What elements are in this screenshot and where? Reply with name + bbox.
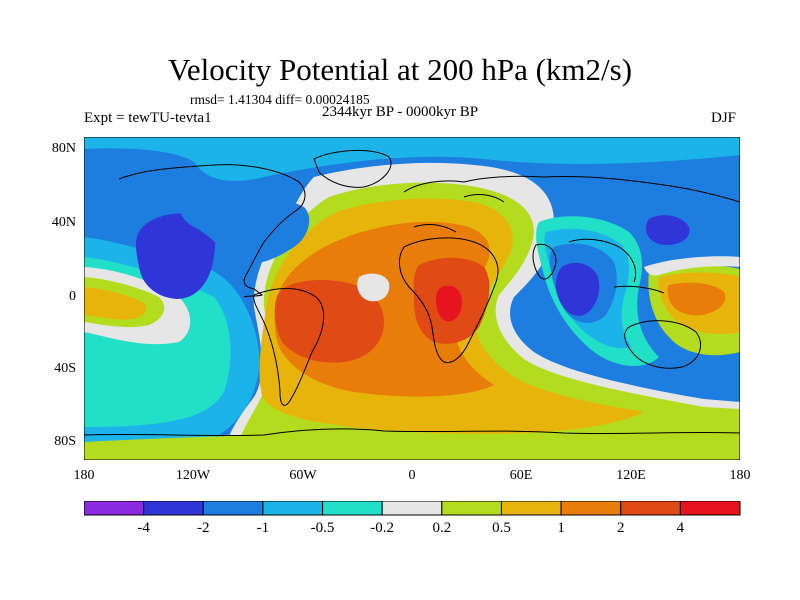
colorbar-label-3: -0.5: [310, 520, 335, 536]
colorbar-swatch-3: [262, 501, 324, 516]
field-band-plus2: [274, 280, 384, 363]
colorbar-label-7: 1: [557, 520, 565, 536]
lat-label-80s: 80S: [54, 434, 76, 449]
lat-label-40s: 40S: [54, 361, 76, 376]
coastlines: [84, 149, 740, 437]
colorbar-label-5: 0.2: [432, 520, 452, 536]
colorbar-swatch-8: [560, 501, 622, 516]
season-label: DJF: [711, 110, 737, 126]
field-band-north-minus05: [84, 137, 740, 182]
colorbar: [84, 501, 741, 516]
lon-label-60w: 60W: [289, 468, 317, 483]
lat-label-80n: 80N: [51, 141, 76, 156]
colorbar-swatch-1: [143, 501, 204, 516]
lon-label-0: 0: [408, 468, 416, 483]
coastline-antarctica: [84, 428, 740, 437]
field-band-south-plus02: [84, 427, 740, 460]
period-label: 2344kyr BP - 0000kyr BP: [322, 104, 479, 120]
colorbar-swatch-10: [679, 501, 741, 516]
lat-label-40n: 40N: [51, 215, 76, 230]
coastline-southeast-asia: [568, 238, 665, 294]
colorbar-label-8: 2: [616, 520, 625, 536]
coastline-north-america: [118, 164, 306, 298]
coastline-africa: [398, 237, 499, 364]
lon-label-120e: 120E: [616, 468, 646, 483]
colorbar-label-0: -4: [137, 520, 150, 536]
chart-title: Velocity Potential at 200 hPa (km2/s): [167, 52, 633, 87]
field-band-plus4-africa: [436, 285, 462, 322]
colorbar-swatch-4: [322, 501, 383, 516]
colorbar-swatch-9: [620, 501, 681, 516]
field-band-neutral-blob: [357, 273, 390, 302]
coastline-south-america: [253, 288, 325, 406]
coastline-australia: [624, 320, 701, 369]
lon-label-120w: 120W: [175, 468, 211, 483]
field-band-minus2-npac: [135, 213, 216, 299]
field-band-plus1-nguinea: [667, 282, 726, 316]
colorbar-swatch-5: [381, 501, 443, 516]
colorbar-swatch-0: [84, 501, 145, 516]
coastline-india: [532, 243, 557, 280]
coastline-europe-asia: [403, 175, 740, 233]
colorbar-label-4: -0.2: [370, 520, 395, 536]
lat-label-0: 0: [69, 289, 76, 304]
field-band-neutral-nguinea: [644, 256, 740, 276]
lon-label-60e: 60E: [509, 468, 533, 483]
field-band-minus2-indopac: [555, 262, 600, 316]
colorbar-swatch-7: [500, 501, 562, 516]
colorbar-swatch-6: [441, 501, 502, 516]
colorbar-label-9: 4: [676, 520, 685, 536]
colorbar-swatch-2: [202, 501, 264, 516]
velocity-potential-map: [84, 137, 740, 460]
coastline-greenland: [313, 149, 392, 188]
lon-label-180w: 180: [73, 468, 95, 483]
field-band-minus1-epac: [179, 191, 310, 264]
colorbar-label-6: 0.5: [492, 520, 511, 536]
field-band-minus2-japan: [646, 215, 690, 245]
colorbar-label-2: -1: [256, 520, 270, 536]
experiment-label: Expt = tewTU-tevta1: [84, 110, 212, 126]
lon-label-180e: 180: [729, 468, 751, 483]
field-band-plus05-dateline: [84, 287, 147, 320]
stats-text: rmsd= 1.41304 diff= 0.00024185: [190, 92, 370, 107]
colorbar-label-1: -2: [197, 520, 210, 536]
